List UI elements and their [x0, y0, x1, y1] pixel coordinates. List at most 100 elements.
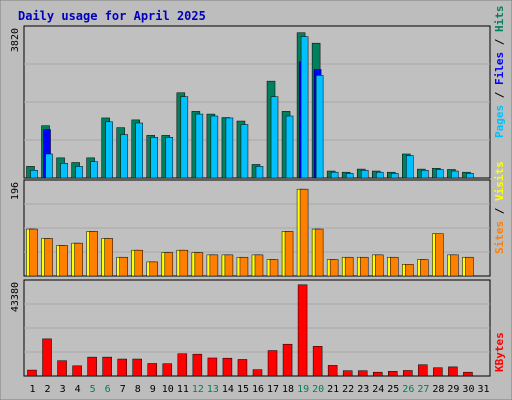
x-tick-label: 5 [90, 384, 96, 395]
bar-pages [150, 137, 159, 179]
bar-pages [315, 75, 324, 179]
bar-pages [360, 170, 369, 179]
bar-kbytes [282, 343, 293, 377]
bar-kbytes [312, 346, 323, 377]
x-tick-label: 13 [207, 384, 219, 395]
bar-kbytes [222, 357, 233, 377]
bar-sites [224, 254, 234, 277]
x-tick-label: 2 [45, 384, 51, 395]
x-tick-label: 24 [372, 384, 384, 395]
x-tick-label: 29 [447, 384, 459, 395]
legend-item-kbytes: KBytes [493, 332, 506, 372]
x-tick-label: 11 [177, 384, 189, 395]
bar-kbytes [27, 369, 37, 377]
bar-pages [75, 166, 83, 179]
bar-sites [374, 254, 384, 277]
x-tick-label: 30 [462, 384, 474, 395]
bar-sites [74, 242, 83, 277]
x-tick-label: 18 [282, 384, 294, 395]
bar-kbytes [132, 358, 142, 377]
bar-kbytes [433, 367, 443, 377]
x-tick-label: 26 [402, 384, 414, 395]
bar-sites [344, 256, 354, 277]
x-tick-label: 12 [192, 384, 204, 395]
bar-sites [254, 254, 264, 277]
bar-kbytes [448, 366, 458, 377]
bar-sites [435, 233, 444, 277]
x-tick-label: 16 [252, 384, 264, 395]
ymax-label-top: 3820 [10, 28, 21, 52]
legend-item-pages: Pages [493, 105, 506, 138]
x-tick-label: 20 [312, 384, 324, 395]
bar-sites [314, 228, 324, 277]
bar-kbytes [87, 356, 97, 377]
bar-pages [225, 117, 234, 179]
bar-kbytes [147, 363, 158, 377]
chart-title: Daily usage for April 2025 [18, 9, 206, 23]
x-tick-label: 14 [222, 384, 234, 395]
panel-bottom: 43380 KBytes [10, 279, 506, 377]
bar-kbytes [388, 371, 398, 377]
legend-item-visits: Visits [493, 161, 506, 201]
bar-pages [270, 96, 279, 179]
panel-middle: 196 Sites / Visits [10, 161, 506, 277]
legend-item-sites: Sites [493, 221, 506, 254]
bar-sites [450, 254, 459, 277]
bar-pages [165, 137, 174, 179]
bar-pages [135, 122, 143, 179]
bar-pages [451, 170, 459, 179]
panel-top: 3820 Pages / Files / Hits [10, 6, 506, 179]
x-tick-label: 10 [162, 384, 174, 395]
bar-kbytes [237, 359, 248, 377]
legend-item-files: Files [493, 52, 506, 85]
bar-sites [284, 231, 294, 277]
x-tick-label: 9 [150, 384, 156, 395]
bar-kbytes [342, 370, 353, 377]
bar-sites [149, 261, 159, 277]
bar-pages [255, 166, 264, 179]
x-tick-label: 1 [30, 384, 36, 395]
bar-pages [105, 121, 113, 179]
bar-kbytes [418, 364, 428, 377]
bar-sites [465, 256, 474, 277]
bar-kbytes [72, 365, 82, 377]
bar-sites [179, 249, 189, 277]
bar-kbytes [102, 356, 112, 377]
bar-sites [239, 256, 249, 277]
bar-sites [119, 256, 128, 277]
bar-kbytes [252, 369, 263, 377]
x-tick-label: 15 [237, 384, 249, 395]
legend-separator: / [493, 85, 506, 105]
bar-kbytes [177, 353, 188, 377]
x-tick-label: 7 [120, 384, 126, 395]
bar-kbytes [162, 363, 173, 377]
bar-pages [90, 161, 98, 179]
legend-item-hits: Hits [493, 6, 506, 33]
bar-pages [60, 163, 68, 179]
bar-sites [134, 249, 143, 277]
bar-kbytes [357, 370, 368, 377]
bar-sites [209, 254, 219, 277]
x-tick-label: 6 [105, 384, 111, 395]
bar-kbytes [297, 284, 308, 377]
bar-pages [240, 124, 249, 179]
x-tick-label: 19 [297, 384, 309, 395]
bar-sites [420, 259, 429, 277]
x-tick-label: 21 [327, 384, 339, 395]
x-tick-label: 22 [342, 384, 354, 395]
bar-pages [391, 173, 399, 179]
bar-pages [436, 169, 444, 179]
bar-pages [285, 115, 294, 179]
bar-pages [210, 115, 219, 179]
bar-sites [359, 256, 369, 277]
bar-pages [180, 96, 189, 179]
bar-sites [390, 256, 399, 277]
bar-pages [120, 134, 128, 179]
bar-sites [405, 264, 414, 277]
legend-separator: / [493, 32, 506, 52]
bar-kbytes [267, 350, 278, 377]
bar-pages [45, 153, 53, 179]
x-tick-label: 25 [387, 384, 399, 395]
